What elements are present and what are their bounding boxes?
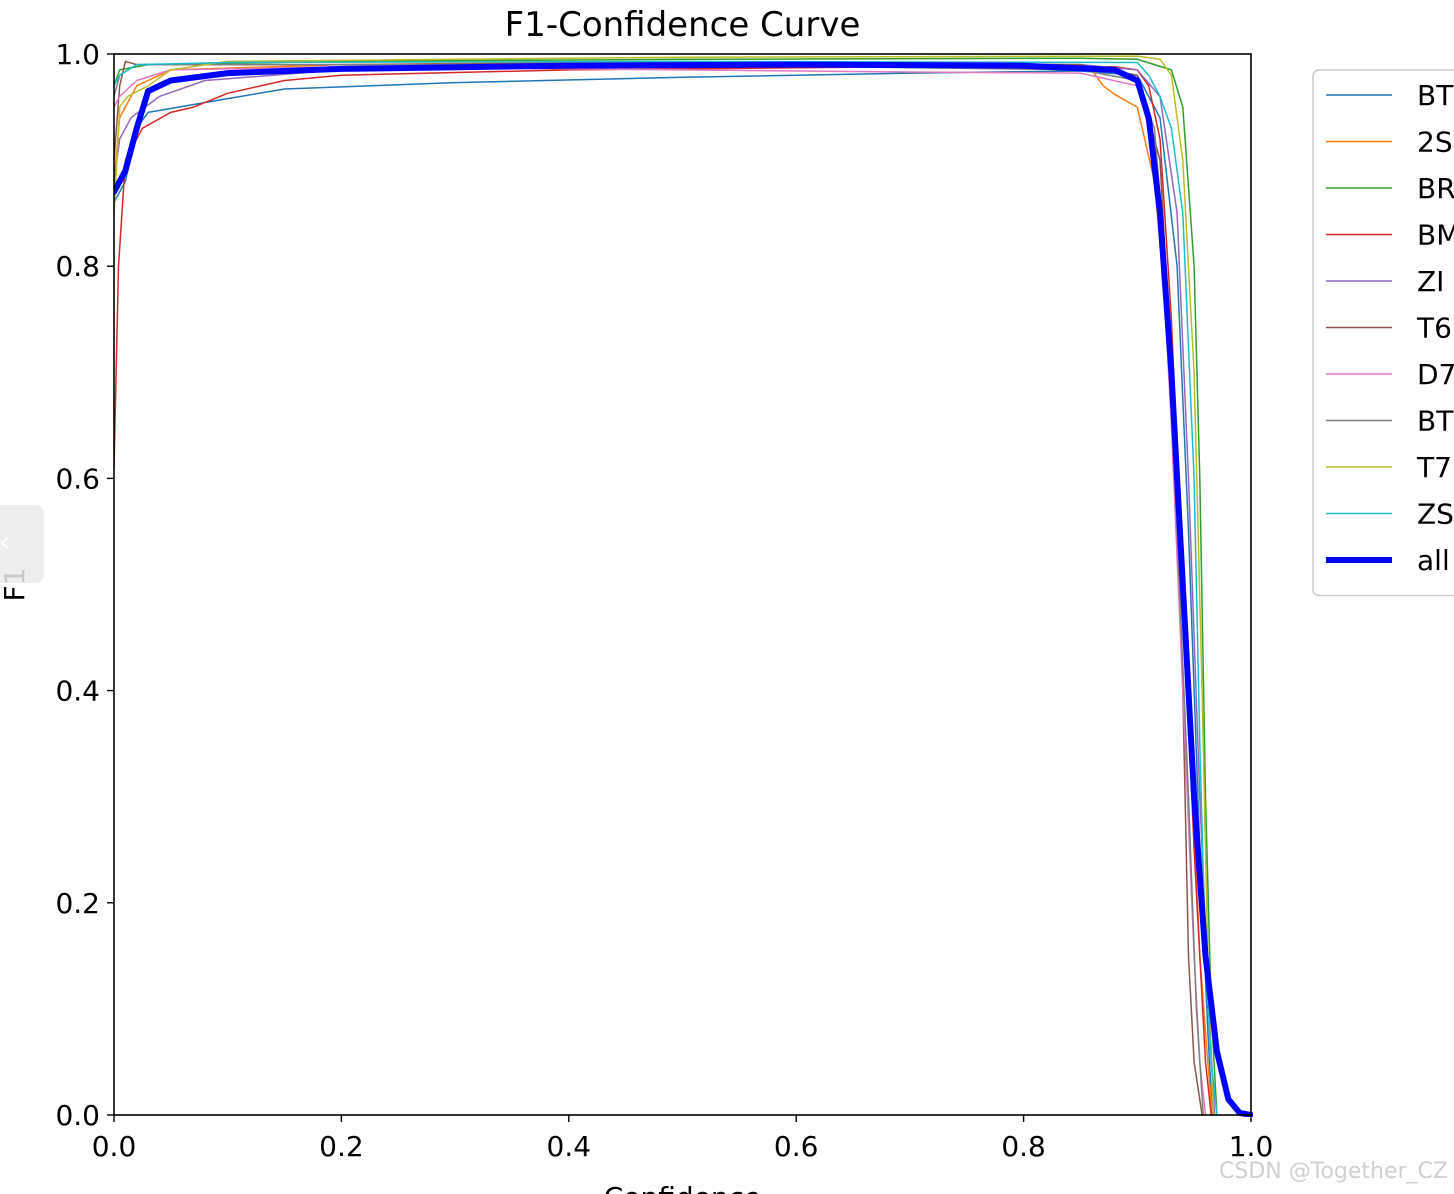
series-line-3-BM	[114, 65, 1212, 1116]
legend: BT 2S BR BM ZI T6 D7 BT T7 ZS all	[1312, 69, 1454, 597]
legend-label: BT	[1417, 79, 1454, 112]
y-tick-label: 0.0	[55, 1099, 100, 1132]
series-line-7-BT	[114, 63, 1204, 1116]
legend-label: BR	[1417, 172, 1454, 205]
legend-label: all	[1417, 544, 1450, 577]
series-line-10-all	[114, 61, 1253, 1117]
y-tick-label: 0.2	[55, 887, 100, 920]
legend-label: D7	[1417, 358, 1454, 391]
x-tick-label: 0.0	[92, 1130, 137, 1163]
watermark-text: CSDN @Together_CZ	[1219, 1159, 1448, 1184]
x-tick-label: 1.0	[1229, 1130, 1274, 1163]
legend-label: BM	[1417, 219, 1454, 252]
y-tick-label: 0.6	[55, 462, 100, 495]
series-line-6-D7	[114, 65, 1207, 1116]
x-tick-label: 0.6	[774, 1130, 819, 1163]
y-tick-label: 0.4	[55, 675, 100, 708]
y-tick-label: 1.0	[55, 38, 100, 71]
legend-label: ZS	[1417, 498, 1454, 531]
x-tick-label: 0.8	[1001, 1130, 1046, 1163]
plot-frame	[113, 53, 1252, 1116]
previous-image-button[interactable]: ‹	[0, 505, 44, 583]
series-line-1-2S	[114, 60, 1214, 1116]
series-group	[114, 55, 1253, 1117]
series-line-5-T6	[114, 60, 1203, 1116]
chevron-left-icon: ‹	[0, 525, 11, 558]
legend-label: T7	[1416, 451, 1452, 484]
legend-label: ZI	[1417, 265, 1444, 298]
x-tick-label: 0.2	[319, 1130, 364, 1163]
chart-title: F1-Confidence Curve	[505, 5, 861, 45]
series-line-8-T7	[114, 55, 1215, 1116]
x-axis-label: Confidence	[604, 1181, 761, 1194]
y-tick-label: 0.8	[55, 250, 100, 283]
legend-label: BT	[1417, 405, 1454, 438]
legend-label: 2S	[1417, 126, 1453, 159]
x-tick-label: 0.4	[547, 1130, 592, 1163]
series-line-9-ZS	[114, 60, 1218, 1116]
series-line-4-ZI	[114, 63, 1216, 1116]
series-line-0-BT	[114, 70, 1214, 1116]
legend-box	[1312, 69, 1454, 597]
series-line-2-BR	[114, 57, 1218, 1116]
legend-label: T6	[1416, 312, 1452, 345]
